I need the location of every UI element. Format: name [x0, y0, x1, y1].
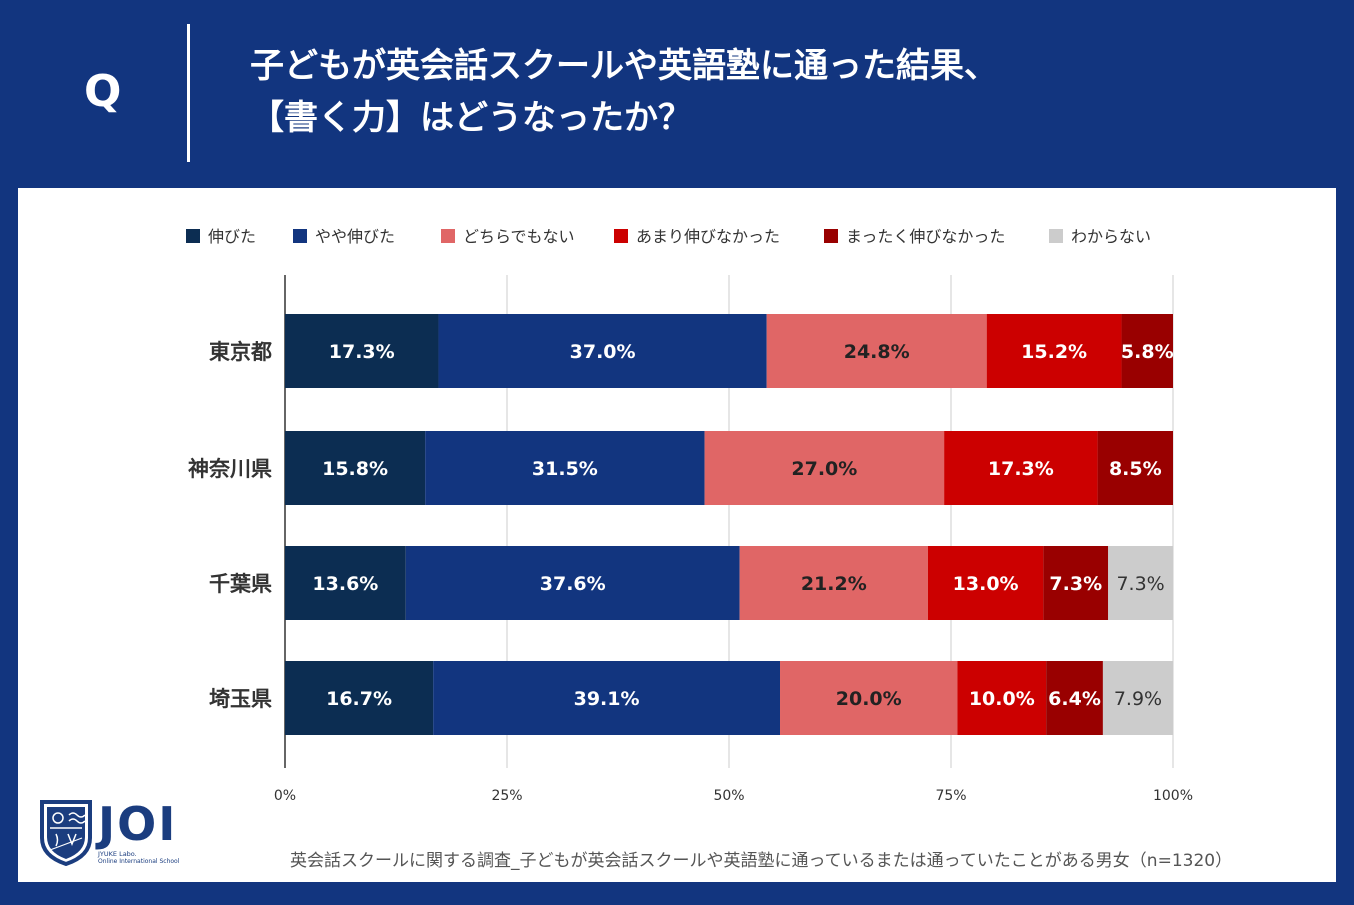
legend-label: やや伸びた	[315, 227, 395, 246]
bar-segment	[285, 314, 439, 388]
data-label: 7.3%	[1049, 573, 1102, 595]
bar-segment	[1102, 661, 1173, 735]
data-label: 7.9%	[1114, 688, 1162, 710]
data-label: 13.6%	[312, 573, 378, 595]
bar-segment	[405, 546, 740, 620]
bar-segment	[425, 431, 705, 505]
x-tick-label: 50%	[713, 788, 744, 804]
logo-subtitle-1: JYUKE Labo.	[98, 850, 137, 858]
data-label: 5.8%	[1121, 341, 1174, 363]
bar-segment	[285, 661, 434, 735]
category-label: 千葉県	[209, 572, 272, 596]
category-label: 東京都	[209, 340, 272, 364]
data-label: 37.0%	[570, 341, 636, 363]
legend-swatch	[1049, 229, 1063, 243]
question-header: Q 子どもが英会話スクールや英語塾に通った結果、 【書く力】はどうなったか？	[0, 0, 1354, 188]
bar-segment	[433, 661, 781, 735]
legend-swatch	[293, 229, 307, 243]
data-label: 15.2%	[1021, 341, 1087, 363]
bar-segment	[704, 431, 945, 505]
data-label: 17.3%	[988, 458, 1054, 480]
data-label: 6.4%	[1048, 688, 1101, 710]
logo-subtitle-2: Online International School	[98, 858, 180, 865]
legend-label: あまり伸びなかった	[636, 227, 780, 246]
data-label: 31.5%	[532, 458, 598, 480]
survey-footnote: 英会話スクールに関する調査_子どもが英会話スクールや英語塾に通っているまたは通っ…	[290, 851, 1233, 871]
legend-swatch	[614, 229, 628, 243]
x-tick-label: 100%	[1153, 788, 1193, 804]
data-label: 20.0%	[836, 688, 902, 710]
bar-segment	[957, 661, 1047, 735]
bar-segment	[285, 546, 406, 620]
data-label: 21.2%	[801, 573, 867, 595]
x-tick-label: 25%	[491, 788, 522, 804]
category-label: 埼玉県	[209, 687, 272, 711]
bar-segment	[780, 661, 958, 735]
x-tick-label: 0%	[274, 788, 296, 804]
legend-label: まったく伸びなかった	[846, 227, 1005, 246]
data-label: 8.5%	[1109, 458, 1162, 480]
legend-swatch	[186, 229, 200, 243]
legend-label: 伸びた	[208, 227, 256, 246]
legend-label: どちらでもない	[463, 227, 575, 246]
bar-segment	[1108, 546, 1173, 620]
bar-segment	[285, 431, 426, 505]
question-text: 子どもが英会話スクールや英語塾に通った結果、 【書く力】はどうなったか？	[250, 46, 998, 138]
category-label: 神奈川県	[188, 457, 272, 481]
legend-swatch	[441, 229, 455, 243]
bar-segment	[1043, 546, 1109, 620]
bar-segment	[986, 314, 1122, 388]
data-label: 37.6%	[540, 573, 606, 595]
data-label: 24.8%	[844, 341, 910, 363]
data-label: 15.8%	[322, 458, 388, 480]
data-label: 39.1%	[574, 688, 640, 710]
bar-segment	[944, 431, 1098, 505]
bar-segment	[1046, 661, 1103, 735]
data-label: 13.0%	[953, 573, 1019, 595]
data-label: 16.7%	[326, 688, 392, 710]
data-label: 10.0%	[969, 688, 1035, 710]
data-label: 7.3%	[1116, 573, 1164, 595]
header-divider	[187, 24, 190, 162]
legend-label: わからない	[1071, 227, 1151, 246]
chart-panel	[18, 188, 1336, 882]
bar-segment	[927, 546, 1044, 620]
logo-wordmark: JOI	[98, 797, 178, 851]
data-label: 27.0%	[791, 458, 857, 480]
shield-icon	[40, 800, 92, 867]
bar-segment	[1121, 314, 1173, 388]
x-tick-label: 75%	[935, 788, 966, 804]
bar-segment	[739, 546, 928, 620]
bar-segment	[766, 314, 987, 388]
legend-swatch	[824, 229, 838, 243]
data-label: 17.3%	[329, 341, 395, 363]
bar-segment	[438, 314, 767, 388]
bar-segment	[1097, 431, 1173, 505]
q-label: Q	[84, 66, 122, 117]
joi-logo: JOI JYUKE Labo. Online International Sch…	[38, 798, 198, 868]
